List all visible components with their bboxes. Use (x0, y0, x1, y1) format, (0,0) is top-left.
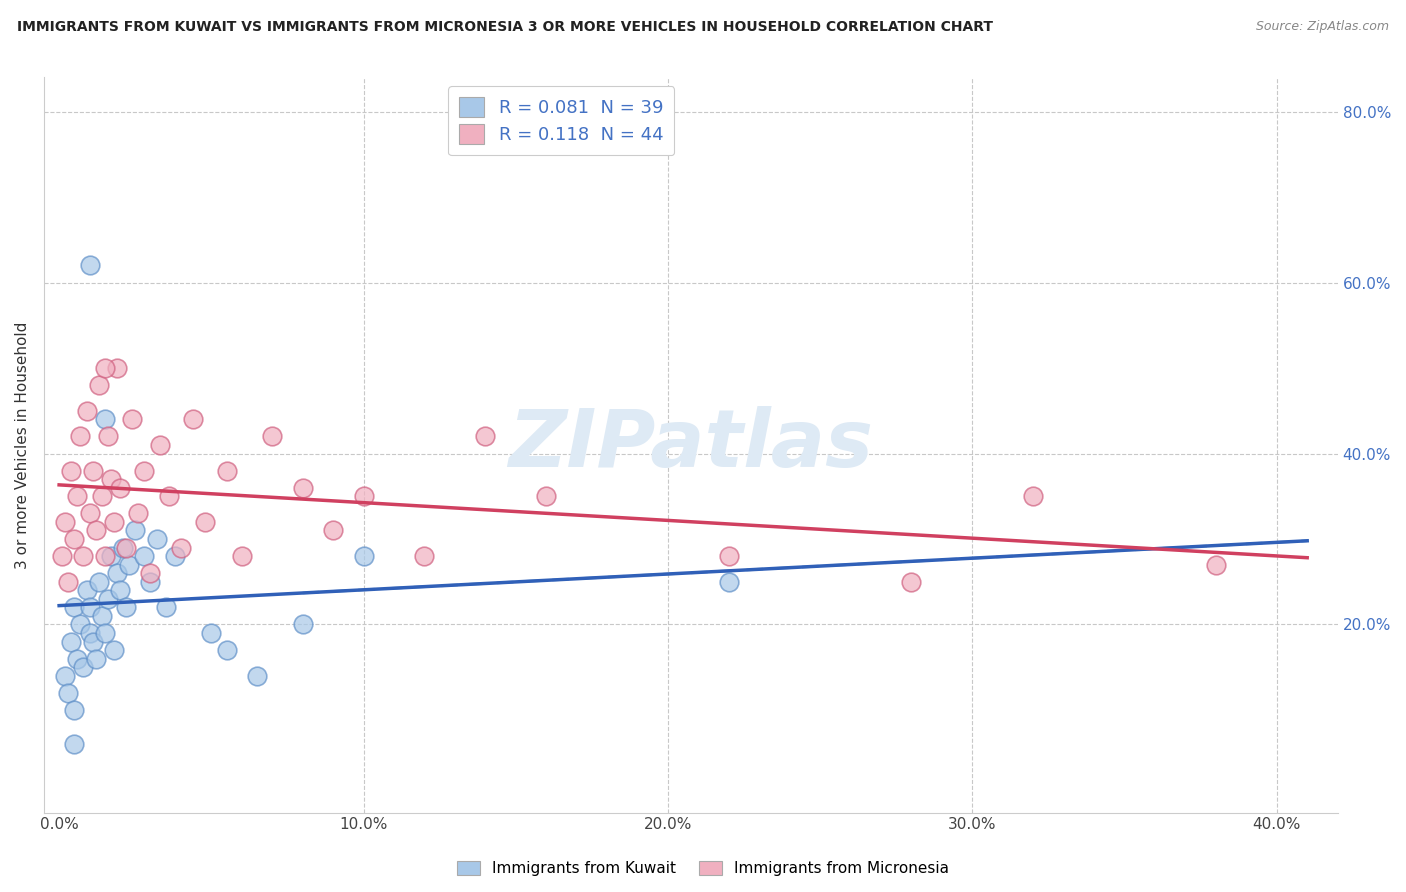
Point (100, 472, 122, 486)
Point (127, 507, 149, 521)
Legend: R = 0.081  N = 39, R = 0.118  N = 44: R = 0.081 N = 39, R = 0.118 N = 44 (449, 87, 675, 155)
Point (53, 669, 76, 683)
Point (76, 404, 98, 418)
Point (1022, 489, 1045, 503)
Point (534, 489, 557, 503)
Point (90, 609, 112, 624)
Point (163, 549, 186, 563)
Point (105, 361, 128, 376)
Point (69, 429, 91, 443)
Point (66, 489, 89, 503)
Point (72, 660, 94, 674)
Point (181, 412, 204, 426)
Point (82, 464, 104, 478)
Point (155, 600, 177, 615)
Point (353, 549, 375, 563)
Point (97, 429, 120, 443)
Point (139, 566, 162, 581)
Point (94, 361, 117, 376)
Point (108, 481, 131, 495)
Point (322, 524, 344, 538)
Point (215, 464, 238, 478)
Point (157, 489, 180, 503)
Point (76, 583, 98, 598)
Point (58, 574, 80, 589)
Point (115, 541, 138, 555)
Point (72, 549, 94, 563)
Point (66, 651, 89, 665)
Point (200, 626, 222, 640)
Point (215, 643, 238, 657)
Text: ZIPatlas: ZIPatlas (508, 406, 873, 484)
Point (353, 489, 375, 503)
Text: IMMIGRANTS FROM KUWAIT VS IMMIGRANTS FROM MICRONESIA 3 OR MORE VEHICLES IN HOUSE: IMMIGRANTS FROM KUWAIT VS IMMIGRANTS FRO… (17, 20, 993, 34)
Point (60, 464, 83, 478)
Point (118, 558, 141, 572)
Point (112, 541, 135, 555)
Point (94, 549, 117, 563)
Point (63, 737, 86, 751)
Point (105, 566, 128, 581)
Point (134, 464, 156, 478)
Point (87, 574, 110, 589)
Y-axis label: 3 or more Vehicles in Household: 3 or more Vehicles in Household (15, 321, 30, 569)
Point (291, 617, 314, 632)
Point (97, 591, 120, 606)
Point (148, 438, 170, 452)
Point (108, 583, 131, 598)
Point (79, 259, 101, 273)
Legend: Immigrants from Kuwait, Immigrants from Micronesia: Immigrants from Kuwait, Immigrants from … (451, 855, 955, 882)
Point (900, 574, 922, 589)
Point (53, 515, 76, 529)
Point (717, 549, 740, 563)
Text: Source: ZipAtlas.com: Source: ZipAtlas.com (1256, 20, 1389, 33)
Point (291, 481, 314, 495)
Point (246, 669, 269, 683)
Point (194, 515, 217, 529)
Point (51, 549, 73, 563)
Point (100, 549, 122, 563)
Point (63, 600, 86, 615)
Point (413, 549, 436, 563)
Point (82, 634, 104, 648)
Point (103, 515, 125, 529)
Point (63, 703, 86, 717)
Point (60, 634, 83, 648)
Point (124, 524, 146, 538)
Point (231, 549, 253, 563)
Point (474, 429, 496, 443)
Point (103, 643, 125, 657)
Point (115, 600, 138, 615)
Point (170, 541, 193, 555)
Point (84, 524, 107, 538)
Point (87, 378, 110, 392)
Point (262, 429, 284, 443)
Point (69, 617, 91, 632)
Point (121, 412, 143, 426)
Point (145, 532, 167, 546)
Point (94, 412, 117, 426)
Point (84, 651, 107, 665)
Point (90, 489, 112, 503)
Point (717, 574, 740, 589)
Point (58, 686, 80, 700)
Point (79, 600, 101, 615)
Point (94, 626, 117, 640)
Point (139, 574, 162, 589)
Point (79, 507, 101, 521)
Point (1205, 558, 1227, 572)
Point (134, 549, 156, 563)
Point (63, 532, 86, 546)
Point (79, 626, 101, 640)
